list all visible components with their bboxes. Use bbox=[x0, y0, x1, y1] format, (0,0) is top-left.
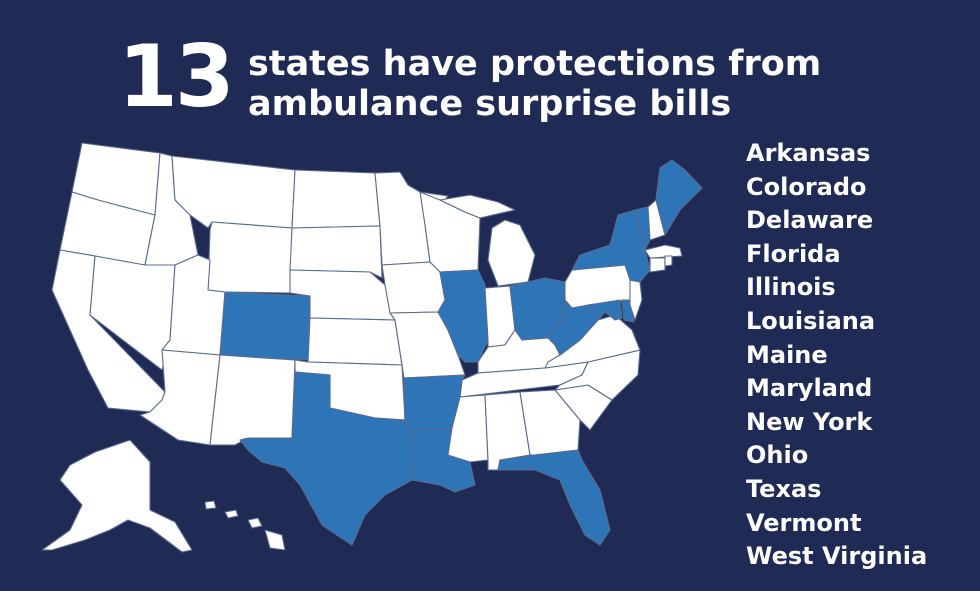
state-michigan bbox=[487, 219, 536, 287]
us-map-svg bbox=[41, 142, 703, 553]
list-item: Louisiana bbox=[746, 306, 876, 335]
state-north-carolina bbox=[554, 349, 641, 401]
state-colorado bbox=[219, 291, 311, 361]
list-item: Florida bbox=[746, 239, 841, 268]
list-item: Arkansas bbox=[746, 139, 871, 167]
list-item: New York bbox=[746, 407, 873, 436]
state-north-dakota bbox=[291, 169, 381, 229]
headline-text: states have protections from ambulance s… bbox=[248, 44, 868, 124]
state-rhode-island bbox=[664, 255, 673, 267]
headline-number: 13 bbox=[118, 27, 235, 127]
state-hawaii-big bbox=[264, 529, 286, 551]
state-connecticut bbox=[649, 257, 666, 273]
state-iowa bbox=[381, 261, 446, 314]
state-florida bbox=[497, 449, 611, 546]
list-item: Illinois bbox=[746, 273, 836, 302]
state-illinois bbox=[437, 269, 489, 363]
state-massachusetts bbox=[644, 244, 683, 259]
state-wyoming bbox=[207, 221, 293, 294]
list-item: Texas bbox=[746, 474, 822, 503]
list-item: Delaware bbox=[746, 206, 874, 235]
state-kansas bbox=[307, 317, 403, 366]
state-hawaii-maui bbox=[247, 517, 263, 529]
state-texas bbox=[239, 371, 413, 546]
list-item: Colorado bbox=[746, 172, 867, 201]
headline-line-2: ambulance surprise bills bbox=[248, 84, 732, 124]
state-alaska bbox=[41, 439, 193, 553]
state-south-dakota bbox=[289, 225, 383, 279]
state-hawaii-oahu bbox=[224, 509, 239, 519]
state-maryland bbox=[587, 299, 623, 321]
headline-line-1: states have protections from bbox=[248, 44, 822, 84]
state-new-mexico bbox=[209, 354, 296, 446]
us-map bbox=[38, 135, 728, 560]
state-michigan-up bbox=[439, 194, 516, 219]
list-item: Ohio bbox=[746, 441, 809, 470]
state-hawaii-kauai bbox=[204, 500, 217, 510]
state-maine bbox=[655, 159, 703, 236]
list-item: Vermont bbox=[746, 508, 862, 537]
list-item: West Virginia bbox=[746, 542, 928, 571]
state-list: Arkansas Colorado Delaware Florida Illin… bbox=[746, 137, 927, 574]
list-item: Maryland bbox=[746, 374, 873, 403]
list-item: Maine bbox=[746, 340, 828, 369]
